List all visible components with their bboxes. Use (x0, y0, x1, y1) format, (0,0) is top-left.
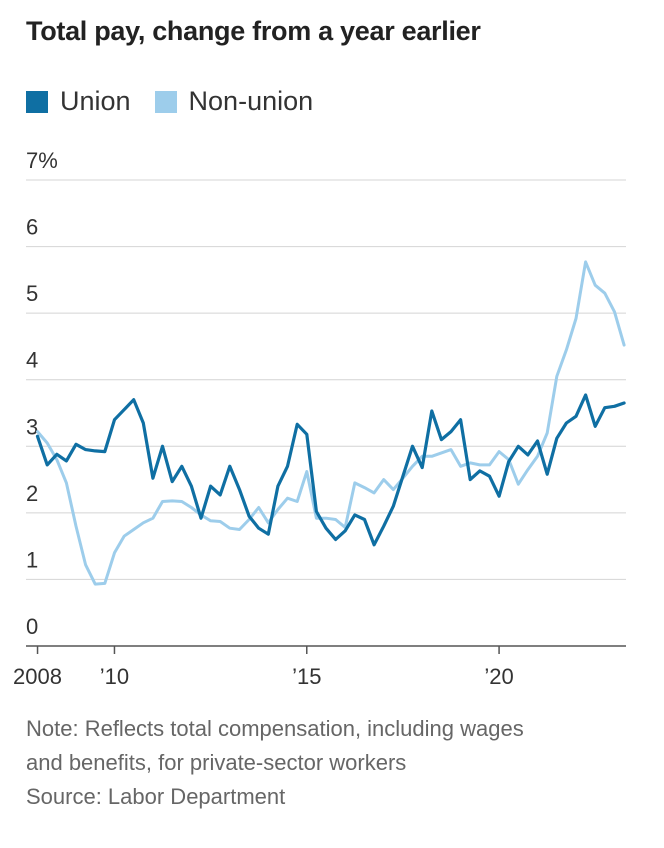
line-chart: 0 1 2 3 4 5 6 7% 2008 ’10 ’15 ’20 (13, 148, 626, 689)
y-tick-label: 7% (26, 148, 58, 173)
note-line-1: Note: Reflects total compensation, inclu… (26, 716, 524, 741)
x-tick-label: ’20 (484, 664, 513, 689)
y-tick-label: 3 (26, 414, 38, 439)
y-tick-label: 1 (26, 547, 38, 572)
legend-label-union: Union (60, 86, 131, 116)
legend-swatch-non-union (154, 90, 177, 113)
y-tick-label: 4 (26, 348, 38, 373)
source-line: Source: Labor Department (26, 784, 286, 809)
y-tick-label: 2 (26, 481, 38, 506)
note-line-2: and benefits, for private-sector workers (26, 750, 407, 775)
legend-label-non-union: Non-union (188, 86, 314, 116)
x-tick-label: 2008 (13, 664, 62, 689)
series-line-union (35, 393, 626, 547)
chart-notes: Note: Reflects total compensation, inclu… (26, 712, 646, 814)
legend: Union Non-union (26, 86, 337, 117)
y-tick-label: 0 (26, 614, 38, 639)
x-tick-label: ’15 (292, 664, 321, 689)
legend-item-non-union: Non-union (154, 86, 314, 117)
y-tick-label: 6 (26, 215, 38, 240)
chart-title: Total pay, change from a year earlier (26, 16, 481, 46)
series-line-non-union (36, 260, 626, 586)
x-tick-label: ’10 (100, 664, 129, 689)
y-tick-label: 5 (26, 281, 38, 306)
legend-swatch-union (26, 90, 48, 113)
legend-item-union: Union (26, 86, 131, 117)
